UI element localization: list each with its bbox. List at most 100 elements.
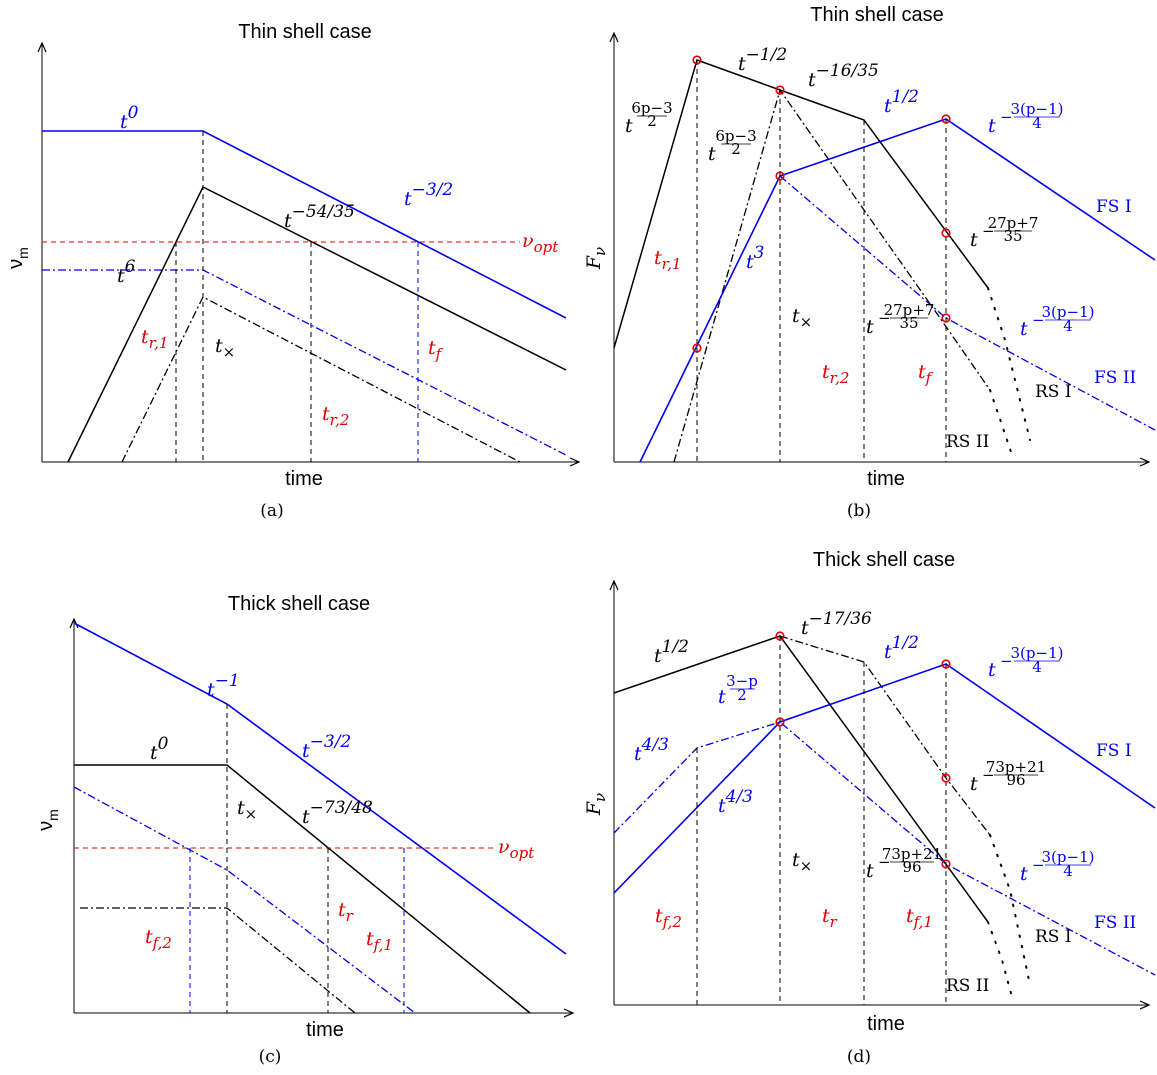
label-num: 27p+7	[988, 214, 1039, 232]
label-rs2: RS II	[946, 976, 989, 996]
label-base: t	[970, 229, 978, 251]
label-t0: t0	[120, 103, 139, 133]
label-fs1: FS I	[1096, 741, 1132, 761]
label-rs1: RS I	[1035, 382, 1072, 402]
label-exp: −	[982, 766, 995, 784]
label-t-cross: t×	[792, 305, 812, 331]
label-exp: −	[1000, 652, 1013, 670]
label-num: 3(p−1)	[1011, 644, 1064, 662]
curve-blue-solid	[73, 622, 567, 955]
panel-a: Thin shell case νm time (a) t0 t6 t−54/3…	[5, 21, 578, 521]
label-den: 2	[647, 112, 657, 130]
label-t-r: tr	[822, 905, 838, 931]
break-point	[941, 659, 951, 669]
x-axis-label: time	[306, 1019, 344, 1041]
break-point	[941, 114, 951, 124]
label-num: 73p+21	[986, 758, 1046, 776]
label-num: 6p−3	[631, 99, 672, 117]
curve-rs2-dotted	[989, 389, 1013, 456]
label-fs2-slope: t − 3(p−1) 4	[1020, 303, 1094, 340]
label-base: t	[718, 686, 726, 708]
curve-black-dashdot	[673, 88, 991, 463]
label-t-6p3-b: t 6p−3 2	[708, 127, 757, 165]
break-points	[692, 55, 951, 353]
label-fs1-slope: t − 3(p−1) 4	[988, 100, 1063, 137]
curve-blue-solid	[613, 663, 1156, 894]
label-base: t	[625, 115, 633, 137]
label-base: t	[708, 143, 716, 165]
label-nu-opt: νopt	[498, 836, 535, 862]
curve-blue-dashdot	[613, 721, 1156, 976]
curve-black-solid	[613, 635, 989, 923]
curve-blue-solid	[42, 130, 567, 319]
panel-a-caption: (a)	[260, 501, 283, 521]
label-fs2-slope: t − 3(p−1) 4	[1020, 848, 1094, 885]
label-num: 3(p−1)	[1011, 100, 1064, 118]
label-t-r1: tr,1	[141, 326, 168, 352]
label-t-1-2-a: t1/2	[654, 637, 689, 667]
label-t-f1: tf,1	[366, 928, 393, 954]
label-t-27-a: t − 27p+7 35	[970, 214, 1038, 251]
label-t-r2: tr,2	[322, 403, 349, 429]
curve-rs1-dotted	[987, 287, 1031, 441]
label-t6: t6	[117, 257, 136, 287]
panel-b-title: Thin shell case	[810, 4, 943, 26]
label-den: 35	[1003, 227, 1022, 245]
label-nu-opt: νopt	[522, 230, 559, 256]
break-point	[941, 228, 951, 238]
label-t-1-2-b: t1/2	[884, 633, 919, 663]
label-den: 96	[902, 858, 921, 876]
curve-black-dashdot	[121, 296, 521, 463]
label-t-54-35: t−54/35	[284, 202, 355, 232]
break-point	[775, 717, 785, 727]
label-den: 96	[1006, 771, 1025, 789]
label-t-r: tr	[338, 899, 354, 925]
label-t-16-35: t−16/35	[808, 61, 879, 91]
label-t-cross: t×	[237, 797, 257, 823]
label-t-73-b: t − 73p+21 96	[866, 845, 942, 882]
break-points	[775, 631, 951, 869]
label-t-f1: tf,1	[906, 905, 933, 931]
panel-c-caption: (c)	[259, 1047, 282, 1067]
panel-a-title: Thin shell case	[238, 21, 371, 43]
label-t-6p3-a: t 6p−3 2	[625, 99, 673, 137]
label-t-17-36: t−17/36	[801, 609, 872, 639]
curve-black-dashdot	[80, 907, 356, 1014]
break-point	[775, 85, 785, 95]
panel-c: Thick shell case νm time (c) t−1 t0 t−3/…	[35, 593, 572, 1067]
label-t-neg-1: t−1	[207, 671, 240, 701]
curve-blue-solid	[639, 118, 1156, 463]
x-axis-label: time	[285, 468, 323, 490]
label-exp: −	[878, 853, 891, 871]
break-point	[692, 55, 702, 65]
label-t-4-3-b: t4/3	[718, 787, 753, 817]
break-point	[941, 859, 951, 869]
label-den: 4	[1032, 658, 1042, 676]
label-num: 73p+21	[882, 845, 942, 863]
label-base: t	[866, 860, 874, 882]
label-num: 6p−3	[715, 127, 756, 145]
label-base: t	[988, 115, 996, 137]
break-point	[941, 313, 951, 323]
label-num: 3−p	[726, 672, 758, 690]
label-base: t	[988, 659, 996, 681]
label-t-3-2: t−3/2	[302, 732, 351, 762]
label-den: 35	[899, 314, 918, 332]
label-t-73-a: t − 73p+21 96	[970, 758, 1046, 795]
panel-c-title: Thick shell case	[228, 593, 370, 615]
panel-d: Thick shell case Fν time (d) t1/2 t−17/3…	[583, 549, 1156, 1067]
label-base: t	[866, 316, 874, 338]
label-t3: t3	[746, 243, 764, 273]
label-t-cross: t×	[215, 335, 235, 361]
curve-black-dashdot	[779, 635, 991, 836]
label-t-f: tf	[918, 361, 934, 387]
panel-d-caption: (d)	[847, 1047, 871, 1067]
label-base: t	[1020, 318, 1028, 340]
label-exp: −	[1032, 311, 1045, 329]
label-exp: −	[1000, 108, 1013, 126]
break-point	[775, 631, 785, 641]
label-exp: −	[1032, 856, 1045, 874]
label-fs1: FS I	[1096, 197, 1132, 217]
label-rs2: RS II	[946, 432, 989, 452]
label-t0: t0	[150, 734, 169, 764]
